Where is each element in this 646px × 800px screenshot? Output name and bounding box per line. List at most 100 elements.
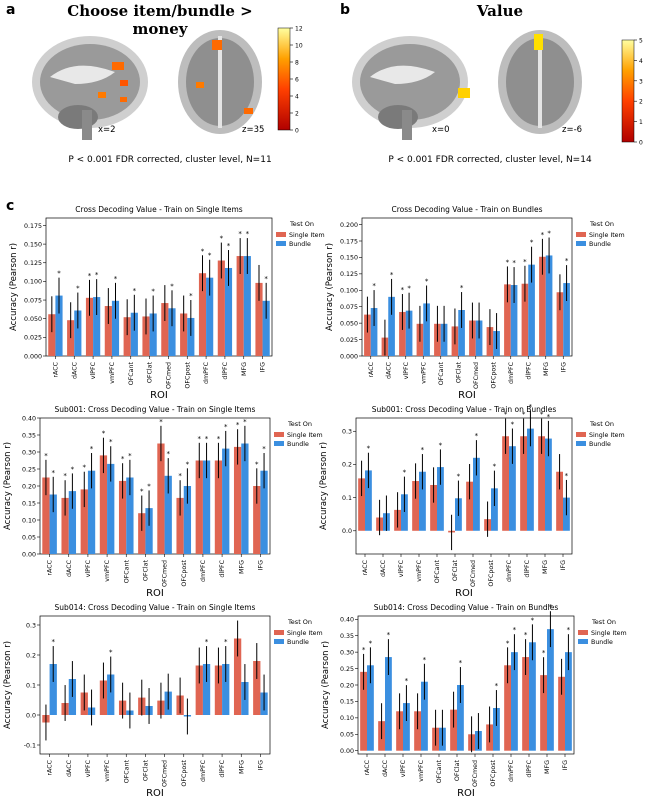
x-tick-label: vmPFC (104, 559, 111, 581)
y-tick-label: 0.3 (26, 622, 36, 629)
bar (118, 480, 127, 554)
significance-star: * (133, 287, 137, 295)
significance-star: * (189, 292, 193, 300)
legend-label: Bundle (287, 441, 309, 448)
significance-star: * (208, 252, 212, 260)
significance-star: * (362, 646, 366, 654)
significance-star: * (224, 638, 228, 646)
significance-star: * (71, 465, 75, 473)
significance-star: * (224, 423, 228, 431)
bar (214, 460, 223, 554)
x-tick-label: rACC (362, 559, 369, 575)
y-tick-label: 0.35 (340, 633, 354, 640)
x-tick-label: OFCant (128, 361, 135, 385)
y-tick-label: 0.200 (340, 222, 358, 229)
bar (198, 273, 207, 356)
bar (233, 638, 242, 715)
y-tick-label: 0.20 (340, 682, 354, 689)
x-tick-label: MFG (241, 362, 248, 376)
y-tick-label: 0.3 (342, 429, 352, 436)
y-tick-label: 0.0 (26, 712, 36, 719)
y-tick-label: 0.05 (340, 732, 354, 739)
significance-star: * (542, 649, 546, 657)
bar (253, 486, 261, 554)
x-tick-label: vlPFC (85, 759, 92, 777)
x-tick-label: rACC (364, 759, 371, 775)
brain-panel-b: 0 1 2 3 4 5 (352, 30, 643, 147)
legend-label: Single Item (589, 432, 625, 439)
significance-star: * (390, 271, 394, 279)
bar (195, 665, 203, 715)
x-tick-label: OFCant (436, 759, 443, 783)
significance-star: * (198, 435, 202, 443)
x-tick-label: vlPFC (90, 361, 97, 379)
x-tick-label: OFCmed (470, 560, 477, 587)
y-tick-label: 0.2 (342, 462, 352, 469)
y-tick-label: 0.10 (340, 715, 354, 722)
bar (42, 477, 50, 554)
y-tick-label: 0.35 (22, 432, 36, 439)
y-tick-label: 0.125 (340, 271, 358, 278)
bar (538, 436, 545, 531)
bar (522, 657, 529, 751)
y-axis-label: Accuracy (Pearson r) (3, 442, 13, 530)
bar (385, 657, 392, 751)
y-tick-label: 0.15 (340, 699, 354, 706)
bar (93, 297, 101, 356)
bar (149, 313, 157, 356)
bar (401, 494, 408, 531)
bar (48, 314, 56, 356)
bar (466, 481, 473, 531)
x-tick-label: vmPFC (104, 759, 111, 781)
legend-label: Bundle (287, 639, 309, 646)
bar (176, 497, 184, 554)
significance-star: * (513, 626, 517, 634)
bar (360, 671, 367, 751)
y-tick-label: 0.1 (342, 495, 352, 502)
bar (547, 629, 554, 751)
x-tick-label: MFG (542, 560, 549, 574)
y-tick-label: 0.30 (22, 449, 36, 456)
x-tick-label: dmPFC (200, 759, 207, 782)
significance-star: * (565, 472, 569, 480)
colorbar-tick-label: 12 (295, 26, 303, 33)
bar (126, 477, 134, 554)
significance-star: * (547, 230, 551, 238)
bar (396, 711, 403, 751)
significance-star: * (90, 445, 94, 453)
plot-frame (361, 217, 573, 357)
x-tick-label: dlPFC (219, 759, 226, 777)
y-tick-label: 0.050 (24, 316, 42, 323)
x-tick-label: dACC (66, 759, 73, 777)
brain-panel-a: 0 2 4 6 8 10 12 (32, 26, 303, 140)
bar (206, 277, 214, 356)
chart-title: Sub001: Cross Decoding Value - Train on … (55, 405, 256, 414)
significance-star: * (523, 258, 527, 266)
y-tick-label: 0.175 (340, 238, 358, 245)
bar (123, 317, 131, 356)
significance-star: * (531, 616, 535, 624)
x-axis-label: ROI (146, 788, 164, 799)
y-tick-label: 0.15 (22, 500, 36, 507)
legend-label: Single Item (287, 432, 323, 439)
bar (540, 675, 547, 751)
colorbar-tick-label: 4 (295, 94, 299, 101)
legend-swatch (274, 432, 284, 437)
bar (180, 313, 188, 356)
significance-star: * (205, 435, 209, 443)
y-tick-label: 0.25 (340, 666, 354, 673)
x-tick-label: MFG (238, 760, 245, 774)
panel-c-letter: c (6, 198, 15, 214)
chart-5: Sub014: Cross Decoding Value - Train on … (3, 603, 323, 799)
legend-swatch (274, 441, 284, 446)
bar (222, 448, 230, 554)
x-tick-label: rACC (368, 361, 375, 377)
panel-b-letter: b (340, 2, 351, 18)
y-tick-label: 0.00 (22, 551, 36, 558)
bar (358, 478, 365, 531)
x-tick-label: OFCmed (472, 760, 479, 787)
significance-star: * (506, 639, 510, 647)
x-tick-label: MFG (543, 362, 550, 376)
significance-star: * (369, 639, 373, 647)
x-tick-label: IFG (257, 760, 264, 770)
